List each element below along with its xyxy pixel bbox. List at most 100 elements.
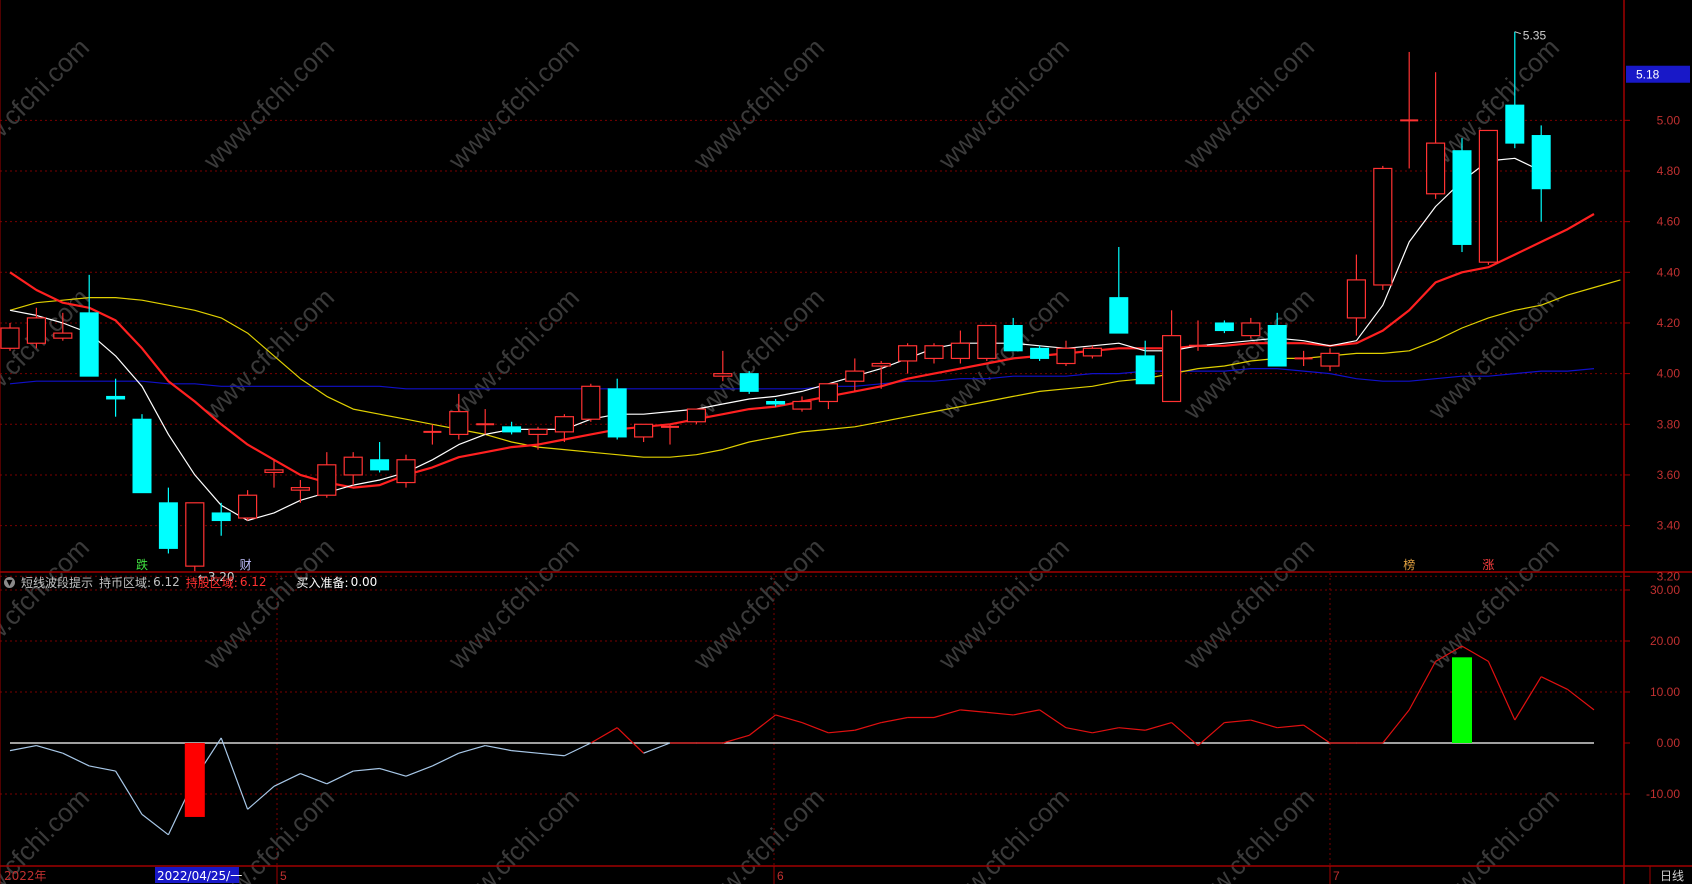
indicator-line-segment bbox=[379, 767, 407, 777]
candle-down[interactable] bbox=[1135, 340, 1155, 385]
candle-down[interactable] bbox=[158, 487, 178, 554]
candle-body bbox=[396, 459, 416, 484]
indicator-line-segment bbox=[1250, 719, 1278, 729]
candle-down[interactable] bbox=[1003, 317, 1023, 352]
candle-down[interactable] bbox=[1109, 246, 1129, 334]
candle-up[interactable] bbox=[818, 383, 839, 410]
candle-up[interactable] bbox=[871, 360, 891, 389]
watermark-text: www.cfchi.com bbox=[442, 282, 585, 425]
candle-down[interactable] bbox=[79, 274, 99, 377]
candle-body bbox=[1505, 104, 1525, 144]
watermark-text: www.cfchi.com bbox=[1177, 532, 1320, 675]
candle-down[interactable] bbox=[502, 421, 522, 435]
candle-up[interactable] bbox=[554, 414, 575, 443]
grid-lines bbox=[0, 119, 1624, 866]
candle-body bbox=[950, 342, 971, 360]
candle-up[interactable] bbox=[1320, 348, 1340, 372]
candle-up[interactable] bbox=[661, 424, 679, 445]
candle-down[interactable] bbox=[766, 398, 786, 407]
watermark-text: www.cfchi.com bbox=[1177, 32, 1320, 175]
candle-body bbox=[132, 418, 152, 494]
candle-up[interactable] bbox=[26, 307, 46, 349]
candle-up[interactable] bbox=[633, 423, 654, 443]
candle-up[interactable] bbox=[897, 343, 918, 374]
candle-up[interactable] bbox=[924, 343, 944, 364]
candle-up[interactable] bbox=[1478, 129, 1499, 265]
candle-up[interactable] bbox=[290, 480, 310, 503]
indicator-histogram-bar[interactable] bbox=[1452, 657, 1472, 743]
candle-body bbox=[1056, 347, 1076, 365]
candle-body bbox=[818, 383, 839, 403]
candle-down[interactable] bbox=[106, 378, 126, 417]
candle-up[interactable] bbox=[238, 490, 258, 521]
indicator-line-segment bbox=[1039, 709, 1067, 729]
candle-up[interactable] bbox=[581, 383, 601, 422]
candle-down[interactable] bbox=[370, 442, 390, 473]
candle-body bbox=[633, 423, 654, 438]
candle-up[interactable] bbox=[713, 350, 733, 382]
price-tick-label: 4.80 bbox=[1657, 164, 1681, 178]
candle-down[interactable] bbox=[607, 378, 627, 440]
candle-down[interactable] bbox=[1452, 138, 1472, 253]
indicator-histogram-bar[interactable] bbox=[184, 743, 205, 817]
candle-down[interactable] bbox=[1030, 345, 1050, 361]
candle-body bbox=[1109, 297, 1129, 334]
cursor-date: 2022/04/25/一 bbox=[157, 869, 242, 883]
candle-down[interactable] bbox=[1214, 320, 1234, 334]
candle-body bbox=[1320, 352, 1340, 367]
watermark-text: www.cfchi.com bbox=[687, 32, 830, 175]
candle-up[interactable] bbox=[1373, 165, 1393, 291]
candle-up[interactable] bbox=[1294, 350, 1313, 367]
candle-up[interactable] bbox=[396, 454, 416, 488]
candle-up[interactable] bbox=[423, 424, 442, 445]
indicator-line-segment bbox=[326, 770, 354, 785]
candle-up[interactable] bbox=[845, 358, 865, 392]
candle-down[interactable] bbox=[211, 502, 231, 536]
candle-up[interactable] bbox=[343, 452, 363, 486]
candle-up[interactable] bbox=[528, 426, 548, 450]
candle-up[interactable] bbox=[1056, 340, 1076, 367]
candle-up[interactable] bbox=[1082, 345, 1103, 359]
candle-down[interactable] bbox=[1531, 125, 1551, 222]
candle-body bbox=[317, 464, 337, 496]
candle-up[interactable] bbox=[1189, 320, 1207, 351]
candle-up[interactable] bbox=[792, 396, 812, 412]
candle-up[interactable] bbox=[1425, 72, 1446, 199]
candle-body bbox=[1531, 135, 1551, 190]
candle-up[interactable] bbox=[950, 330, 971, 364]
candle-up[interactable] bbox=[1161, 310, 1182, 403]
candle-up[interactable] bbox=[185, 502, 205, 572]
price-tick-label: 4.60 bbox=[1657, 215, 1681, 229]
candle-up[interactable] bbox=[686, 408, 707, 425]
indicator-line-segment bbox=[1435, 645, 1463, 662]
candle-up[interactable] bbox=[1241, 317, 1261, 339]
indicator-line-segment bbox=[616, 727, 645, 754]
candle-body bbox=[713, 373, 733, 377]
candle-down[interactable] bbox=[1505, 31, 1525, 149]
high-pointer bbox=[1514, 31, 1521, 35]
candle-down[interactable] bbox=[132, 414, 152, 494]
candle-body bbox=[1452, 150, 1472, 245]
indicator-line-segment bbox=[1567, 688, 1595, 711]
candle-up[interactable] bbox=[449, 393, 469, 440]
candlesticks[interactable] bbox=[0, 31, 1551, 572]
candle-body bbox=[1241, 322, 1261, 337]
indicator-line-segment bbox=[881, 716, 908, 724]
indicator-name[interactable]: 短线波段提示 bbox=[21, 575, 94, 590]
candle-up[interactable] bbox=[317, 452, 337, 498]
candle-up[interactable] bbox=[476, 409, 495, 435]
candle-body bbox=[0, 327, 20, 349]
indicator-panel[interactable] bbox=[9, 645, 1595, 836]
candle-up[interactable] bbox=[977, 324, 997, 361]
candle-up[interactable] bbox=[0, 322, 20, 351]
watermark-text: www.cfchi.com bbox=[442, 782, 585, 884]
candle-up[interactable] bbox=[264, 459, 284, 488]
indicator-toggle-icon[interactable]: ▼ bbox=[4, 576, 15, 588]
candle-down[interactable] bbox=[1267, 312, 1287, 367]
candle-up[interactable] bbox=[1400, 51, 1419, 169]
candle-up[interactable] bbox=[53, 312, 73, 341]
candle-up[interactable] bbox=[1346, 254, 1367, 336]
candle-down[interactable] bbox=[739, 371, 759, 394]
indicator-line-segment bbox=[353, 767, 380, 772]
